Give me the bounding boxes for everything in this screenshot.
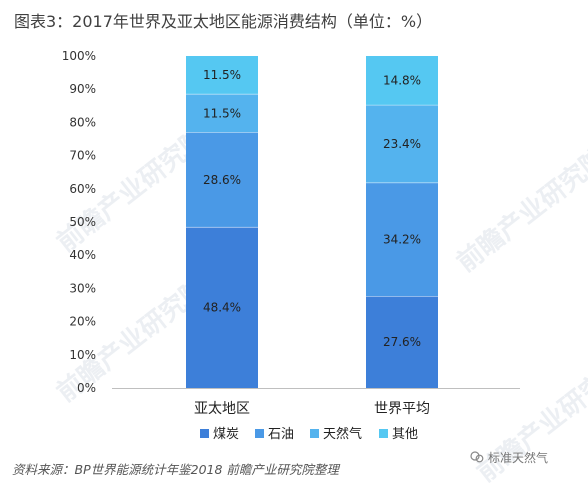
y-tick-label: 40% [69, 248, 96, 262]
data-label: 28.6% [203, 173, 241, 187]
legend-label: 天然气 [323, 426, 362, 442]
y-tick-label: 30% [69, 281, 96, 295]
data-label: 23.4% [383, 137, 421, 151]
bar-segment [186, 227, 258, 388]
data-label: 27.6% [383, 335, 421, 349]
y-tick-label: 0% [77, 381, 96, 395]
data-label: 48.4% [203, 301, 241, 315]
x-category-label: 世界平均 [374, 401, 430, 417]
legend-swatch [310, 429, 319, 438]
bar-segment [366, 56, 438, 106]
y-tick-label: 50% [69, 215, 96, 229]
y-tick-label: 80% [69, 115, 96, 129]
y-tick-label: 70% [69, 149, 96, 163]
legend-label: 石油 [268, 427, 294, 442]
data-label: 14.8% [383, 74, 421, 88]
bar-segment [186, 56, 258, 95]
wechat-account-label: 标准天然气 [488, 449, 548, 466]
bar-segment [186, 132, 258, 228]
data-label: 34.2% [383, 233, 421, 247]
chart-title: 图表3：2017年世界及亚太地区能源消费结构（单位：%） [14, 12, 433, 31]
wechat-account-name: 标准天然气 [488, 451, 549, 465]
legend-label: 煤炭 [213, 427, 239, 442]
y-tick-label: 60% [69, 182, 96, 196]
data-label: 11.5% [203, 68, 241, 82]
legend-label: 其他 [392, 427, 418, 442]
y-tick-label: 100% [62, 49, 96, 63]
wechat-icon [470, 451, 484, 463]
y-tick-label: 10% [69, 348, 96, 362]
data-label: 11.5% [203, 106, 241, 120]
bar-segment [366, 296, 438, 388]
y-tick-label: 90% [69, 82, 96, 96]
bar-segment [366, 105, 438, 183]
legend-swatch [379, 429, 388, 438]
y-tick-label: 20% [69, 315, 96, 329]
bar-segment [186, 94, 258, 133]
source-note: 资料来源：BP世界能源统计年鉴2018 前瞻产业研究院整理 [12, 462, 339, 477]
bar-segment [366, 182, 438, 297]
x-category-label: 亚太地区 [194, 401, 250, 417]
legend-swatch [255, 429, 264, 438]
legend-swatch [200, 429, 209, 438]
